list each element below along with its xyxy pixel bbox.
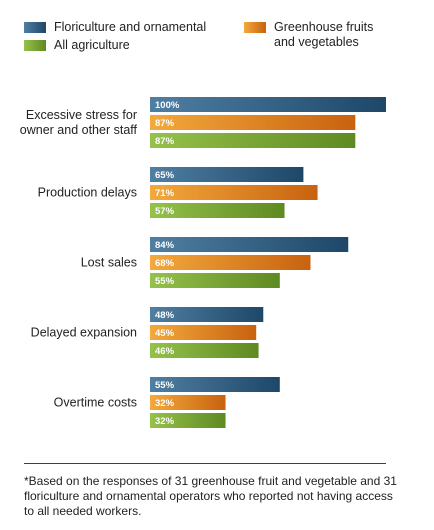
bar-value-label: 55% <box>155 276 175 287</box>
category-label: Excessive stress for owner and other staf… <box>20 108 138 137</box>
category-label: Lost sales <box>81 256 137 270</box>
legend-swatch-floriculture <box>24 22 46 33</box>
bar-value-label: 32% <box>155 398 175 409</box>
bar-value-label: 57% <box>155 206 175 217</box>
footnote: *Based on the responses of 31 greenhouse… <box>24 474 397 518</box>
bar-greenhouse <box>150 255 311 270</box>
legend-label-greenhouse: Greenhouse fruits and vegetables <box>274 20 374 49</box>
legend-label-floriculture: Floriculture and ornamental <box>54 20 207 34</box>
bar-value-label: 48% <box>155 310 175 321</box>
bar-value-label: 100% <box>155 100 180 111</box>
bar-greenhouse <box>150 115 356 130</box>
legend-item-all-agriculture: All agriculture <box>24 38 130 53</box>
legend-item-greenhouse: Greenhouse fruits and vegetables <box>244 20 384 50</box>
bar-all-agriculture <box>150 273 280 288</box>
bar-plot: Excessive stress for owner and other staf… <box>20 97 386 428</box>
bar-floriculture <box>150 237 349 252</box>
category-label: Delayed expansion <box>31 326 137 340</box>
bar-value-label: 87% <box>155 136 175 147</box>
bar-floriculture <box>150 307 264 322</box>
legend-label-all-agriculture: All agriculture <box>54 38 130 52</box>
bar-floriculture <box>150 377 280 392</box>
bar-greenhouse <box>150 325 257 340</box>
bar-greenhouse <box>150 395 226 410</box>
bar-all-agriculture <box>150 413 226 428</box>
bar-value-label: 32% <box>155 416 175 427</box>
footnote-divider <box>24 463 386 464</box>
bar-value-label: 55% <box>155 380 175 391</box>
legend-item-floriculture: Floriculture and ornamental <box>24 20 206 35</box>
bar-floriculture <box>150 97 386 112</box>
legend-swatch-all-agriculture <box>24 40 46 51</box>
bar-greenhouse <box>150 185 318 200</box>
category-label: Production delays <box>38 186 137 200</box>
bar-value-label: 45% <box>155 328 175 339</box>
bar-all-agriculture <box>150 203 285 218</box>
bar-value-label: 65% <box>155 170 175 181</box>
category-label: Overtime costs <box>54 396 137 410</box>
bar-all-agriculture <box>150 343 259 358</box>
bar-value-label: 46% <box>155 346 175 357</box>
bar-floriculture <box>150 167 304 182</box>
bar-value-label: 87% <box>155 118 175 129</box>
bar-all-agriculture <box>150 133 356 148</box>
bar-value-label: 71% <box>155 188 175 199</box>
bar-value-label: 84% <box>155 240 175 251</box>
bar-value-label: 68% <box>155 258 175 269</box>
legend-swatch-greenhouse <box>244 22 266 33</box>
